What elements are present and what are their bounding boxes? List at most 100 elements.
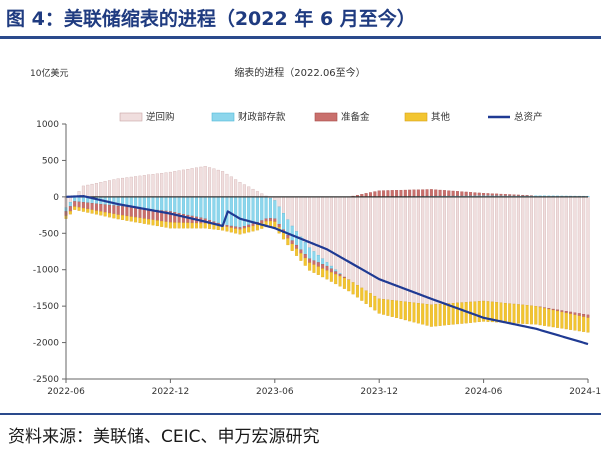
bar-segment — [321, 196, 325, 259]
bar-segment — [508, 194, 512, 196]
bar-segment — [386, 299, 390, 316]
bar-segment — [586, 314, 590, 318]
bar-segment — [208, 167, 212, 198]
bar-segment — [186, 222, 190, 229]
bar-segment — [103, 212, 107, 217]
bar-segment — [181, 222, 185, 229]
bar-segment — [234, 226, 238, 229]
bar-segment — [342, 196, 346, 278]
bar-segment — [86, 208, 90, 213]
bar-segment — [503, 194, 507, 196]
bar-segment — [103, 181, 107, 198]
bar-segment — [268, 218, 272, 222]
bar-segment — [399, 301, 403, 320]
bar-segment — [121, 215, 125, 220]
bar-segment — [329, 265, 333, 269]
bar-segment — [486, 193, 490, 196]
bar-segment — [438, 303, 442, 326]
bar-segment — [477, 192, 481, 196]
bar-segment — [160, 173, 164, 198]
bar-segment — [390, 190, 394, 197]
bar-segment — [195, 222, 198, 229]
bar-segment — [173, 171, 177, 198]
bar-segment — [116, 205, 120, 215]
bar-segment — [225, 225, 229, 227]
bar-segment — [212, 224, 216, 230]
bar-segment — [155, 196, 159, 211]
bar-segment — [303, 254, 307, 259]
bar-segment — [134, 217, 138, 223]
bar-segment — [373, 196, 377, 297]
bar-segment — [142, 218, 146, 224]
bar-segment — [447, 190, 451, 196]
bar-segment — [242, 228, 246, 234]
bar-segment — [77, 201, 81, 208]
bar-segment — [212, 196, 216, 222]
bar-segment — [416, 303, 420, 324]
bar-segment — [129, 216, 133, 222]
chart-title: 缩表的进程（2022.06至今） — [234, 66, 365, 79]
bar-segment — [525, 305, 529, 325]
bar-segment — [421, 303, 425, 325]
bar-segment — [129, 176, 133, 198]
bar-segment — [68, 211, 72, 215]
bar-segment — [186, 196, 190, 216]
bar-segment — [499, 302, 503, 323]
bar-segment — [81, 207, 85, 212]
bar-segment — [434, 196, 438, 305]
bar-segment — [516, 194, 520, 196]
bar-segment — [321, 258, 325, 265]
bar-segment — [73, 201, 77, 207]
bar-segment — [334, 274, 338, 285]
bar-segment — [560, 310, 564, 313]
bar-segment — [529, 305, 533, 325]
bar-segment — [86, 202, 90, 210]
bar-segment — [116, 178, 120, 198]
bar-segment — [355, 285, 359, 298]
source-rule — [0, 413, 601, 415]
bar-segment — [138, 208, 142, 219]
bar-segment — [386, 196, 390, 300]
bar-segment — [342, 277, 346, 289]
bar-segment — [473, 196, 477, 302]
bar-segment — [77, 196, 81, 203]
total-assets-line — [65, 195, 589, 346]
legend-label: 逆回购 — [146, 111, 175, 123]
bar-segment — [434, 189, 438, 197]
bar-segment — [155, 220, 159, 227]
bar-segment — [382, 196, 386, 300]
bar-segment — [264, 196, 268, 219]
bar-segment — [564, 196, 568, 312]
bar-segment — [286, 238, 290, 246]
bar-segment — [290, 196, 294, 227]
bar-segment — [308, 262, 312, 271]
bar-segment — [229, 225, 233, 228]
bar-segment — [564, 312, 568, 330]
bar-segment — [460, 191, 464, 196]
bar-segment — [499, 193, 503, 196]
bar-segment — [329, 196, 333, 267]
bar-segment — [229, 196, 233, 227]
legend: 逆回购 财政部存款 准备金 其他 总资产 — [119, 111, 543, 123]
bar-segment — [234, 179, 238, 198]
bar-segment — [229, 176, 233, 198]
bar-segment — [208, 223, 212, 229]
bar-segment — [403, 196, 407, 302]
bar-segment — [77, 207, 81, 211]
legend-label: 总资产 — [514, 111, 543, 123]
bar-segment — [255, 224, 259, 231]
figure-title: 图 4：美联储缩表的进程（2022 年 6 月至今） — [6, 8, 416, 30]
bar-segment — [142, 208, 146, 219]
bar-segment — [347, 279, 351, 292]
bar-segment — [338, 196, 342, 274]
bar-segment — [195, 196, 198, 218]
bar-segment — [395, 190, 399, 197]
bar-segment — [360, 287, 364, 301]
y-tick-label: -500 — [39, 229, 60, 239]
bar-segment — [177, 222, 181, 229]
bar-segment — [547, 196, 551, 309]
bar-segment — [173, 196, 177, 213]
x-tick-label: 2022-12 — [152, 387, 190, 397]
bar-segment — [242, 184, 246, 198]
bar-segment — [282, 213, 285, 230]
